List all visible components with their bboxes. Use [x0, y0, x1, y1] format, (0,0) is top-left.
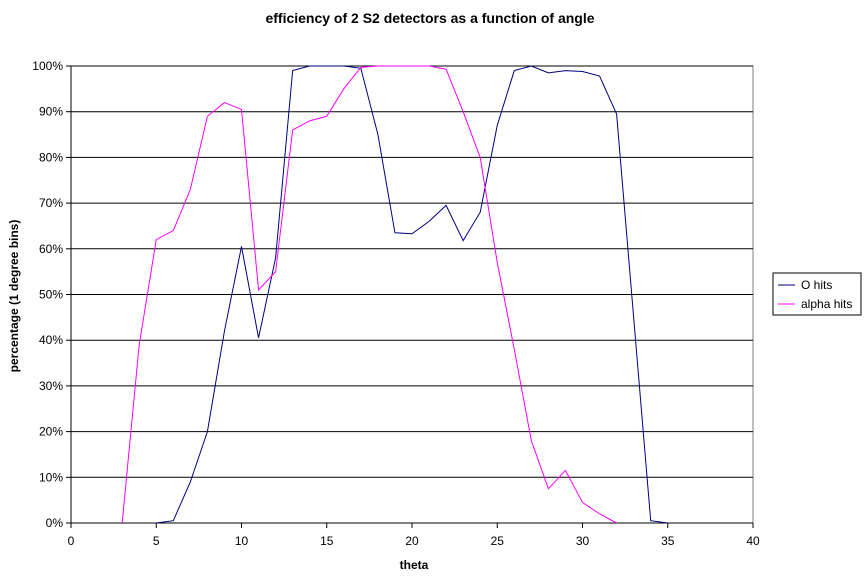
chart-title: efficiency of 2 S2 detectors as a functi…: [265, 10, 594, 26]
x-tick-label: 40: [746, 534, 760, 548]
y-tick-label: 50%: [39, 288, 63, 302]
x-tick-label: 25: [491, 534, 505, 548]
y-tick-label: 80%: [39, 150, 63, 164]
x-tick-label: 20: [405, 534, 419, 548]
y-tick-label: 0%: [46, 516, 64, 530]
y-axis-title: percentage (1 degree bins): [7, 220, 21, 373]
y-tick-label: 30%: [39, 379, 63, 393]
y-tick-label: 40%: [39, 333, 63, 347]
x-tick-label: 5: [153, 534, 160, 548]
y-tick-label: 20%: [39, 425, 63, 439]
x-tick-label: 30: [576, 534, 590, 548]
y-tick-label: 60%: [39, 242, 63, 256]
x-tick-label: 35: [661, 534, 675, 548]
y-tick-label: 100%: [32, 59, 63, 73]
x-axis-title: theta: [400, 558, 429, 572]
series-line-1: [121, 65, 617, 524]
legend-label: O hits: [801, 278, 832, 292]
x-tick-label: 15: [320, 534, 334, 548]
x-tick-label: 10: [235, 534, 249, 548]
y-tick-label: 10%: [39, 470, 63, 484]
plot-area: 0% 10% 20% 30% 40% 50% 60% 70% 80% 90% 100% 0 5 10 15 2…: [32, 59, 760, 548]
x-tick-label: 0: [68, 534, 75, 548]
legend-box: [772, 272, 862, 316]
y-tick-label: 90%: [39, 105, 63, 119]
legend: O hits alpha hits: [772, 272, 862, 316]
y-tick-label: 70%: [39, 196, 63, 210]
series-line-0: [156, 65, 668, 524]
legend-label: alpha hits: [801, 297, 852, 311]
